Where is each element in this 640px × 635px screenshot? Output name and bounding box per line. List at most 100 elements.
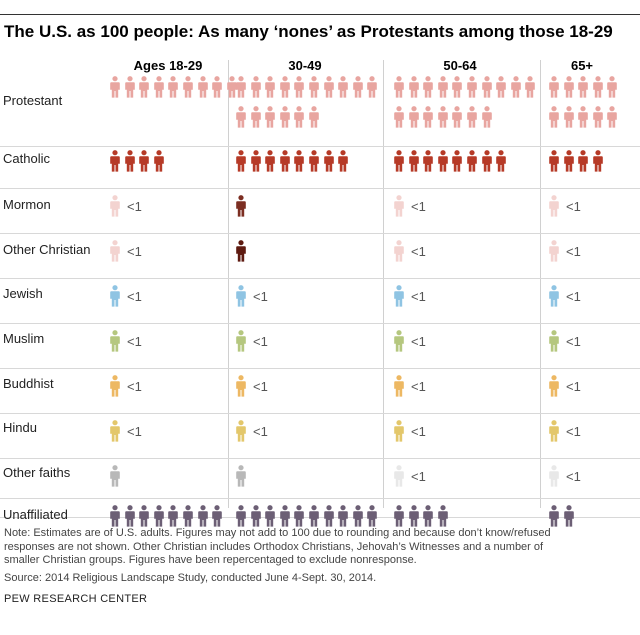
person-icon xyxy=(168,76,179,98)
person-icon xyxy=(110,150,120,172)
person-icon xyxy=(236,76,246,98)
less-than-label: <1 xyxy=(253,334,268,349)
row-label: Jewish xyxy=(3,286,43,301)
person-icon xyxy=(408,106,419,128)
person-icon xyxy=(452,106,463,128)
person-icon xyxy=(183,505,193,527)
row-label: Catholic xyxy=(3,151,50,166)
less-than-label: <1 xyxy=(566,199,581,214)
person-icon xyxy=(481,76,492,98)
column-divider xyxy=(540,60,541,508)
person-icon xyxy=(236,420,246,442)
person-icon xyxy=(607,106,618,128)
less-than-label: <1 xyxy=(411,244,426,259)
person-icon xyxy=(309,505,319,527)
person-icon xyxy=(139,505,149,527)
person-icon xyxy=(394,505,404,527)
person-icon xyxy=(236,240,246,262)
person-icon xyxy=(563,505,574,527)
person-icon xyxy=(394,375,404,397)
person-icon xyxy=(467,106,477,128)
person-icon xyxy=(294,106,305,128)
less-than-label: <1 xyxy=(566,379,581,394)
note-line: responses are not shown. Other Christian… xyxy=(4,540,544,553)
row-divider xyxy=(0,323,640,324)
row-divider xyxy=(0,278,640,279)
person-icon xyxy=(153,505,164,527)
person-icon xyxy=(525,76,536,98)
person-icon xyxy=(423,150,433,172)
column-divider xyxy=(383,60,384,508)
person-icon xyxy=(279,150,290,172)
person-icon xyxy=(236,150,246,172)
person-icon xyxy=(496,76,506,98)
person-icon xyxy=(265,106,275,128)
person-icon xyxy=(323,150,334,172)
less-than-label: <1 xyxy=(411,289,426,304)
person-icon xyxy=(352,505,363,527)
person-icon xyxy=(437,76,448,98)
less-than-label: <1 xyxy=(411,469,426,484)
less-than-label: <1 xyxy=(566,469,581,484)
person-icon xyxy=(437,150,448,172)
person-icon xyxy=(212,505,222,527)
row-divider xyxy=(0,14,640,15)
less-than-label: <1 xyxy=(253,379,268,394)
less-than-label: <1 xyxy=(127,379,142,394)
person-icon xyxy=(265,505,275,527)
person-icon xyxy=(309,76,319,98)
person-icon xyxy=(549,505,559,527)
row-divider xyxy=(0,517,640,518)
person-icon xyxy=(394,106,404,128)
chart-title: The U.S. as 100 people: As many ‘nones’ … xyxy=(4,22,613,41)
person-icon xyxy=(212,76,222,98)
person-icon xyxy=(338,76,348,98)
person-icon xyxy=(423,505,433,527)
person-icon xyxy=(549,375,559,397)
person-icon xyxy=(578,106,588,128)
person-icon xyxy=(338,505,348,527)
less-than-label: <1 xyxy=(127,424,142,439)
person-icon xyxy=(578,150,588,172)
person-icon xyxy=(549,195,559,217)
person-icon xyxy=(226,76,237,98)
chart-note: Note: Estimates are of U.S. adults. Figu… xyxy=(4,527,634,568)
person-icon xyxy=(481,106,492,128)
person-icon xyxy=(408,505,419,527)
less-than-label: <1 xyxy=(127,334,142,349)
person-icon xyxy=(309,106,319,128)
row-divider xyxy=(0,368,640,369)
person-icon xyxy=(394,420,404,442)
person-icon xyxy=(394,285,404,307)
person-icon xyxy=(124,76,135,98)
person-icon xyxy=(394,150,404,172)
row-divider xyxy=(0,188,640,189)
person-icon xyxy=(549,330,559,352)
person-icon xyxy=(549,76,559,98)
less-than-label: <1 xyxy=(411,199,426,214)
person-icon xyxy=(394,465,404,487)
person-icon xyxy=(294,76,305,98)
person-icon xyxy=(323,76,334,98)
person-icon xyxy=(367,76,378,98)
person-icon xyxy=(394,195,404,217)
person-icon xyxy=(279,505,290,527)
row-divider xyxy=(0,413,640,414)
person-icon xyxy=(394,240,404,262)
person-icon xyxy=(265,76,275,98)
row-divider xyxy=(0,498,640,499)
person-icon xyxy=(250,106,261,128)
person-icon xyxy=(437,106,448,128)
person-icon xyxy=(452,76,463,98)
person-icon xyxy=(168,505,179,527)
row-divider xyxy=(0,458,640,459)
person-icon xyxy=(481,150,492,172)
person-icon xyxy=(124,150,135,172)
row-divider xyxy=(0,233,640,234)
person-icon xyxy=(592,106,603,128)
person-icon xyxy=(496,150,506,172)
person-icon xyxy=(592,76,603,98)
person-icon xyxy=(467,150,477,172)
person-icon xyxy=(110,505,120,527)
person-icon xyxy=(592,150,603,172)
